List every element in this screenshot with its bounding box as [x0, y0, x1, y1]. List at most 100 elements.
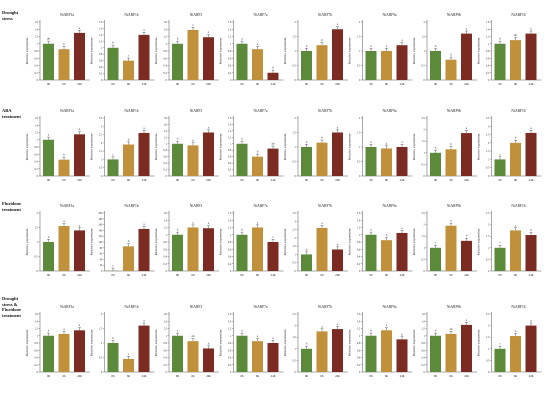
sig-letter-r3c7-0h: c — [499, 342, 501, 346]
x-tick-label-r3c2-24h: 24h — [206, 374, 211, 378]
x-tick-label-r2c4-6h: 6h — [320, 273, 324, 277]
panel-title-r3c1: NtARF1b — [124, 305, 138, 309]
y-tick-label-r0c1-9: 1.8 — [99, 21, 103, 24]
y-tick-label-r2c0-1: 0.5 — [35, 256, 39, 259]
y-tick-label-r0c7-5: 1 — [488, 43, 490, 46]
x-tick-label-r2c6-6h: 6h — [449, 273, 453, 277]
sig-letter-r0c1-6h: c — [128, 54, 130, 58]
x-tick-label-r3c0-0h: 0h — [47, 374, 51, 378]
sig-letter-r0c6-24h: a — [466, 26, 468, 30]
x-tick-label-r0c4-6h: 6h — [320, 82, 324, 86]
sig-letter-r1c1-6h: b — [128, 137, 130, 141]
panel-title-r0c5: NtARF9a — [383, 13, 397, 17]
y-tick-label-r0c5-2: 1 — [359, 50, 361, 53]
y-tick-label-r3c0-6: 1.2 — [35, 328, 39, 331]
sig-letter-r3c7-24h: a — [530, 318, 532, 322]
x-tick-label-r1c6-24h: 24h — [464, 178, 469, 182]
y-tick-label-r3c2-0: 0 — [166, 371, 168, 374]
sig-letter-r0c4-0h: b — [306, 44, 308, 48]
x-tick-label-r2c2-0h: 0h — [176, 273, 180, 277]
y-axis-label-r0c2: Relative expression — [154, 37, 158, 64]
y-tick-label-r0c2-1: 0.2 — [164, 72, 168, 75]
treatment-label-fluridone: Fluridone treatment — [2, 201, 22, 212]
x-tick-label-r0c5-0h: 0h — [369, 82, 373, 86]
y-tick-label-r2c5-0: 0 — [359, 270, 361, 273]
sig-letter-r0c4-24h: a — [337, 22, 339, 26]
y-tick-label-r3c3-8: 1.6 — [228, 313, 232, 316]
bar-r2c0-0h — [43, 242, 54, 271]
bar-r2c2-6h — [187, 227, 199, 271]
y-tick-label-r0c3-6: 1.2 — [228, 36, 232, 39]
y-tick-label-r0c3-1: 0.2 — [228, 72, 232, 75]
y-tick-label-r2c1-7: 140 — [98, 229, 103, 232]
bar-r2c3-0h — [236, 234, 248, 271]
bar-r0c4-6h — [316, 45, 328, 80]
x-tick-label-r1c0-0h: 0h — [47, 178, 51, 182]
y-tick-label-r2c4-4: 2 — [295, 237, 297, 240]
bar-r3c1-24h — [138, 325, 150, 372]
x-tick-label-r2c3-24h: 24h — [271, 273, 276, 277]
y-tick-label-r1c0-5: 1 — [37, 139, 39, 142]
bar-r0c1-6h — [123, 60, 134, 80]
y-tick-label-r0c7-6: 1.2 — [486, 36, 490, 39]
y-tick-label-r0c6-2: 1 — [424, 50, 426, 53]
sig-letter-r3c6-0h: b — [435, 329, 437, 333]
y-tick-label-r1c1-7: 3.5 — [99, 117, 103, 120]
y-tick-label-r2c2-1: 0.2 — [164, 263, 168, 266]
y-tick-label-r3c5-3: 0.6 — [357, 349, 361, 352]
y-tick-label-r2c7-3: 1.5 — [486, 235, 490, 238]
bar-r1c4-0h — [301, 147, 312, 176]
x-tick-label-r0c7-6h: 6h — [514, 82, 518, 86]
sig-letter-r1c3-6h: b — [257, 150, 259, 154]
sig-letter-r1c5-24h: a — [401, 140, 403, 144]
x-tick-label-r2c2-6h: 6h — [191, 273, 195, 277]
y-tick-label-r3c5-2: 0.4 — [357, 357, 361, 360]
x-tick-label-r0c6-6h: 6h — [449, 82, 453, 86]
y-tick-label-r2c3-8: 1.6 — [228, 212, 232, 215]
sig-letter-r1c4-6h: b — [321, 136, 323, 140]
y-tick-label-r0c0-1: 0.2 — [35, 72, 39, 75]
y-tick-label-r2c2-8: 1.6 — [164, 212, 168, 215]
y-tick-label-r3c4-1: 0.5 — [293, 359, 297, 362]
x-tick-label-r0c1-6h: 6h — [127, 82, 131, 86]
panel-title-r1c3: NtARF7a — [254, 109, 268, 113]
panel-title-r1c0: NtARF1a — [60, 109, 74, 113]
sig-letter-r2c2-0h: b — [177, 228, 179, 232]
bar-r0c2-24h — [203, 37, 214, 80]
y-tick-label-r0c0-0: 0 — [37, 79, 39, 82]
y-tick-label-r1c7-0: 0 — [488, 175, 490, 178]
y-tick-label-r0c3-5: 1 — [230, 43, 232, 46]
y-tick-label-r1c3-4: 0.8 — [228, 149, 232, 152]
sig-letter-r2c5-6h: b — [386, 233, 388, 237]
y-tick-label-r2c4-5: 2.5 — [293, 229, 297, 232]
x-tick-label-r2c1-0h: 0h — [111, 273, 115, 277]
sig-letter-r1c5-0h: a — [370, 140, 372, 144]
y-axis-label-r3c1: Relative expression — [90, 329, 94, 356]
sig-letter-r1c0-24h: a — [79, 127, 81, 131]
sig-letter-r0c1-0h: b — [112, 41, 114, 45]
y-tick-label-r3c7-5: 2.5 — [486, 313, 490, 316]
x-tick-label-r0c1-0h: 0h — [111, 82, 115, 86]
sig-letter-r0c6-0h: b — [435, 44, 437, 48]
x-tick-label-r3c4-24h: 24h — [335, 374, 340, 378]
x-tick-label-r2c2-24h: 24h — [206, 273, 211, 277]
sig-letter-r3c7-6h: b — [515, 329, 517, 333]
y-tick-label-r0c7-4: 0.8 — [486, 50, 490, 53]
y-tick-label-r2c5-8: 1.6 — [357, 212, 361, 215]
panel-title-r2c2: NtARF3 — [190, 204, 203, 208]
sig-letter-r0c2-24h: a — [208, 30, 210, 34]
y-tick-label-r2c2-4: 0.8 — [164, 241, 168, 244]
x-tick-label-r3c5-6h: 6h — [385, 374, 389, 378]
y-tick-label-r0c5-0: 0 — [359, 79, 361, 82]
y-tick-label-r1c2-7: 1.4 — [164, 130, 168, 133]
y-tick-label-r0c7-8: 1.6 — [486, 21, 490, 24]
y-tick-label-r3c6-0: 0 — [424, 371, 426, 374]
x-tick-label-r3c0-24h: 24h — [77, 374, 82, 378]
x-tick-label-r2c0-0h: 0h — [47, 273, 51, 277]
bar-r0c0-0h — [43, 43, 54, 80]
y-tick-label-r1c3-9: 1.8 — [228, 117, 232, 120]
bar-r0c0-6h — [58, 49, 70, 80]
y-tick-label-r0c3-8: 1.6 — [228, 21, 232, 24]
sig-letter-r1c3-0h: a — [241, 137, 243, 141]
panel-title-r0c2: NtARF3 — [190, 13, 203, 17]
